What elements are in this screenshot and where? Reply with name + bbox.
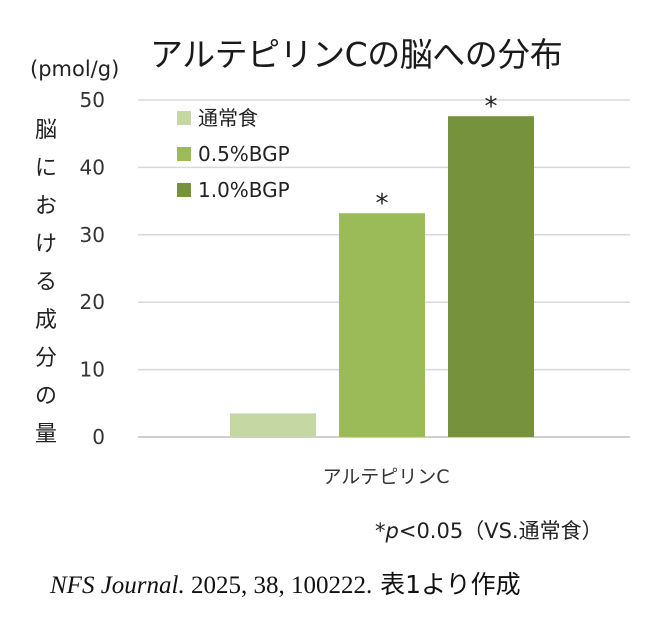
chart-title: アルテピリンCの脳への分布 bbox=[150, 35, 563, 74]
bar-annotation: * bbox=[485, 92, 498, 122]
y-tick-label: 30 bbox=[80, 223, 105, 247]
x-category-label: アルテピリンC bbox=[322, 466, 449, 488]
legend-label: 0.5%BGP bbox=[198, 142, 290, 166]
y-tick-label: 20 bbox=[80, 290, 105, 314]
y-tick-label: 10 bbox=[80, 358, 105, 382]
legend-swatch bbox=[177, 111, 191, 125]
source-journal: NFS Journal. bbox=[50, 572, 185, 599]
legend-label: 通常食 bbox=[198, 106, 258, 130]
y-tick-label: 40 bbox=[80, 155, 105, 179]
significance-text: <0.05（VS.通常食） bbox=[398, 519, 603, 543]
y-axis-label: 脳における成分の量 bbox=[34, 118, 57, 447]
legend-swatch bbox=[177, 183, 191, 197]
y-tick-label: 50 bbox=[80, 88, 105, 112]
significance-note: *p<0.05（VS.通常食） bbox=[375, 515, 603, 545]
bar-annotation: * bbox=[376, 189, 389, 219]
legend-swatch bbox=[177, 147, 191, 161]
y-axis-unit: (pmol/g) bbox=[30, 57, 120, 81]
bar bbox=[339, 213, 425, 437]
source-details: 2025, 38, 100222. bbox=[184, 572, 373, 599]
bar bbox=[230, 413, 316, 437]
source-citation: NFS Journal. 2025, 38, 100222. 表1より作成 bbox=[50, 565, 521, 601]
legend-label: 1.0%BGP bbox=[198, 178, 290, 202]
bar bbox=[448, 116, 534, 438]
y-tick-label: 0 bbox=[92, 425, 105, 449]
source-suffix: 表1より作成 bbox=[372, 570, 521, 599]
significance-star: * bbox=[375, 519, 386, 543]
significance-p: p bbox=[385, 519, 399, 543]
